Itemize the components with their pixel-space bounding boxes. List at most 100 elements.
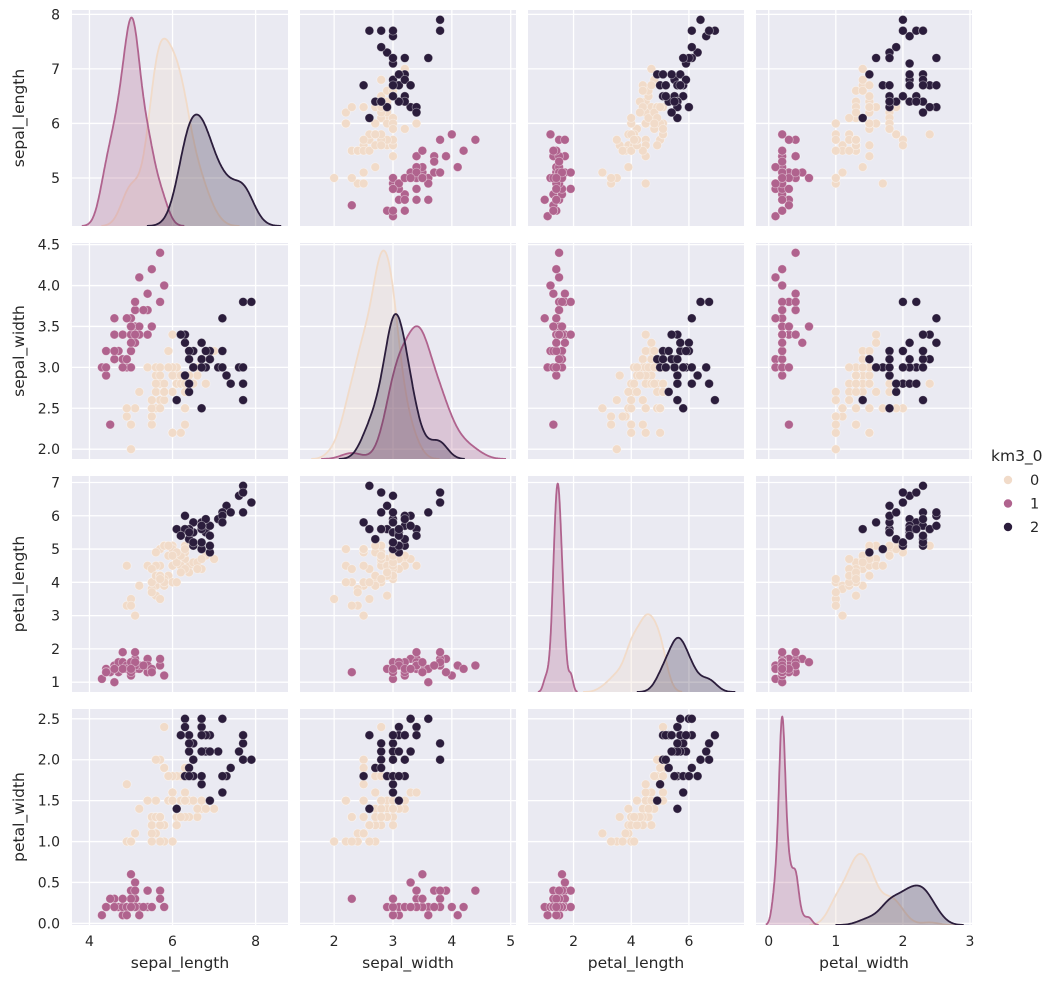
data-point-cluster-2 bbox=[238, 378, 248, 389]
data-point-cluster-2 bbox=[924, 102, 935, 112]
data-point-cluster-0 bbox=[629, 135, 639, 145]
y-axis-label-petal_width: petal_width bbox=[10, 772, 29, 862]
kde-line-petal_width-cluster-2 bbox=[835, 884, 964, 925]
data-point-cluster-1 bbox=[155, 885, 165, 896]
data-point-cluster-2 bbox=[898, 346, 908, 356]
data-point-cluster-2 bbox=[904, 337, 915, 348]
data-point-cluster-0 bbox=[142, 362, 153, 373]
data-point-cluster-2 bbox=[701, 746, 711, 757]
data-point-cluster-2 bbox=[180, 722, 190, 732]
data-point-cluster-2 bbox=[376, 487, 387, 498]
data-point-cluster-1 bbox=[399, 205, 410, 216]
kde-line-petal_length-cluster-1 bbox=[537, 482, 579, 692]
data-point-cluster-0 bbox=[637, 419, 648, 430]
data-point-cluster-1 bbox=[122, 910, 132, 920]
data-point-cluster-2 bbox=[388, 91, 398, 101]
data-point-cluster-2 bbox=[221, 370, 232, 381]
data-point-cluster-1 bbox=[557, 321, 567, 332]
data-point-cluster-2 bbox=[196, 403, 207, 414]
data-point-cluster-0 bbox=[155, 362, 165, 373]
panel-petal_width-vs-sepal_width bbox=[300, 709, 516, 925]
data-point-cluster-2 bbox=[918, 346, 928, 356]
data-point-cluster-0 bbox=[646, 337, 657, 348]
data-point-cluster-1 bbox=[117, 664, 128, 674]
data-point-cluster-2 bbox=[918, 362, 928, 373]
data-point-cluster-0 bbox=[884, 550, 895, 561]
data-point-cluster-2 bbox=[898, 25, 908, 36]
data-point-cluster-0 bbox=[147, 395, 157, 405]
data-point-cluster-0 bbox=[617, 411, 628, 422]
data-point-cluster-0 bbox=[637, 354, 648, 365]
y-axis-label-sepal_width: sepal_width bbox=[10, 305, 29, 397]
panel-background bbox=[72, 10, 288, 226]
data-point-cluster-2 bbox=[196, 713, 207, 724]
panel-sepal_length-vs-petal_length bbox=[528, 10, 744, 226]
data-point-cluster-1 bbox=[790, 647, 801, 657]
data-point-cluster-2 bbox=[376, 507, 387, 518]
data-point-cluster-2 bbox=[701, 362, 711, 373]
data-point-cluster-1 bbox=[417, 657, 428, 667]
data-point-cluster-0 bbox=[329, 173, 339, 183]
data-point-cluster-0 bbox=[626, 403, 636, 414]
data-point-cluster-0 bbox=[155, 370, 165, 381]
data-point-cluster-0 bbox=[364, 820, 375, 830]
data-point-cluster-2 bbox=[376, 754, 387, 765]
data-point-cluster-2 bbox=[205, 540, 215, 551]
data-point-cluster-2 bbox=[904, 354, 915, 365]
data-point-cluster-1 bbox=[405, 173, 416, 183]
y-tick-label: 6 bbox=[51, 117, 60, 133]
kde-fill-petal_width-cluster-0 bbox=[809, 853, 956, 925]
data-point-cluster-1 bbox=[429, 660, 440, 671]
data-point-cluster-2 bbox=[388, 490, 398, 501]
data-point-cluster-1 bbox=[777, 205, 787, 216]
data-point-cluster-2 bbox=[681, 730, 691, 740]
data-point-cluster-0 bbox=[388, 820, 398, 830]
data-point-cluster-0 bbox=[358, 828, 369, 839]
data-point-cluster-2 bbox=[176, 329, 186, 340]
data-point-cluster-0 bbox=[658, 378, 668, 389]
data-point-cluster-2 bbox=[376, 746, 387, 757]
data-point-cluster-0 bbox=[864, 102, 875, 112]
data-point-cluster-1 bbox=[470, 660, 481, 671]
data-point-cluster-0 bbox=[155, 836, 165, 847]
data-point-cluster-2 bbox=[678, 787, 688, 798]
data-point-cluster-1 bbox=[770, 162, 781, 172]
data-point-cluster-0 bbox=[370, 118, 381, 129]
data-point-cluster-2 bbox=[918, 25, 928, 36]
data-point-cluster-2 bbox=[370, 534, 381, 544]
data-point-cluster-0 bbox=[388, 803, 398, 814]
data-point-cluster-1 bbox=[159, 280, 170, 291]
data-point-cluster-2 bbox=[184, 346, 194, 356]
data-point-cluster-2 bbox=[411, 530, 422, 541]
data-point-cluster-0 bbox=[134, 580, 145, 591]
data-point-cluster-0 bbox=[180, 419, 190, 430]
data-point-cluster-0 bbox=[192, 803, 203, 814]
x-tick-label: 2 bbox=[569, 934, 578, 950]
data-point-cluster-2 bbox=[205, 530, 215, 541]
data-point-cluster-1 bbox=[147, 667, 157, 677]
data-point-cluster-2 bbox=[911, 487, 922, 498]
data-point-cluster-1 bbox=[126, 869, 136, 880]
data-point-cluster-1 bbox=[777, 156, 787, 167]
data-point-cluster-0 bbox=[635, 370, 645, 381]
data-point-cluster-1 bbox=[770, 272, 781, 283]
data-point-cluster-1 bbox=[126, 346, 136, 356]
data-point-cluster-0 bbox=[151, 387, 161, 397]
data-point-cluster-0 bbox=[134, 803, 145, 814]
data-point-cluster-2 bbox=[678, 403, 688, 414]
data-point-cluster-2 bbox=[388, 738, 398, 749]
data-point-cluster-2 bbox=[871, 362, 881, 373]
data-point-cluster-0 bbox=[844, 145, 854, 156]
data-point-cluster-0 bbox=[851, 387, 861, 397]
data-point-cluster-2 bbox=[918, 480, 928, 491]
data-point-cluster-2 bbox=[196, 362, 207, 373]
data-point-cluster-2 bbox=[675, 80, 686, 91]
data-point-cluster-0 bbox=[358, 812, 369, 822]
data-point-cluster-2 bbox=[394, 524, 404, 534]
data-point-cluster-1 bbox=[551, 902, 562, 912]
data-point-cluster-1 bbox=[777, 305, 787, 315]
data-point-cluster-0 bbox=[877, 178, 888, 189]
data-point-cluster-2 bbox=[201, 514, 211, 524]
y-tick-label: 0.0 bbox=[38, 916, 60, 932]
data-point-cluster-1 bbox=[777, 297, 787, 307]
